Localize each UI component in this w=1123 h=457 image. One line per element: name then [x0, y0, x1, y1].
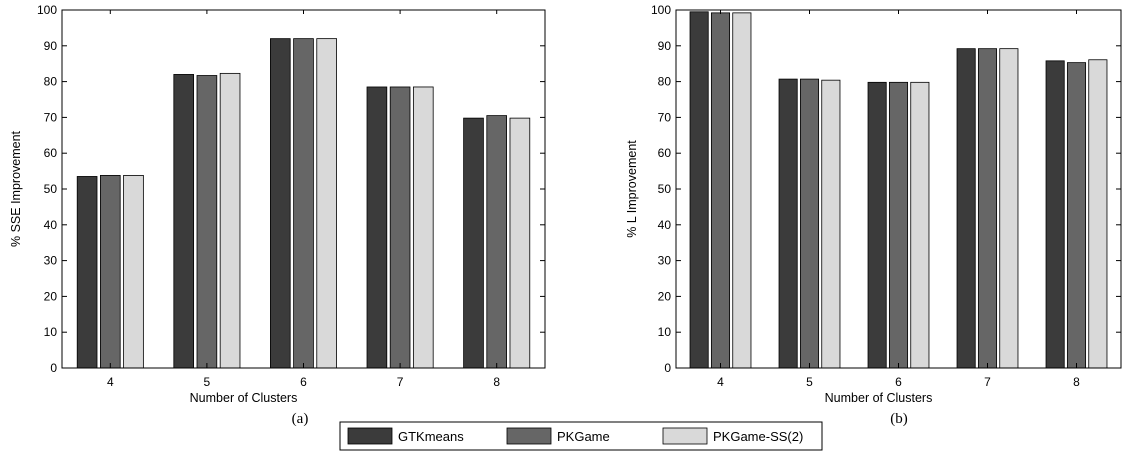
bar-gtkmeans-4	[689, 11, 709, 369]
bar-pkgame-4	[100, 174, 121, 369]
bar-pkgame-6	[293, 38, 314, 369]
bar-gtkmeans-8	[1045, 60, 1065, 369]
bar-pkgame-ss-2--7	[412, 86, 434, 369]
bar-pkgame-ss-2--5	[219, 72, 241, 369]
y-tick-label: 100	[651, 3, 671, 17]
x-tick-label: 5	[806, 375, 813, 389]
y-tick-label: 0	[50, 361, 57, 375]
bar-pkgame-7	[389, 86, 411, 369]
y-tick-label: 70	[44, 110, 58, 124]
x-tick-label: 7	[397, 375, 404, 389]
y-axis-label: % SSE Improvement	[9, 130, 23, 247]
y-tick-label: 100	[37, 3, 57, 17]
bar-pkgame-4	[710, 12, 731, 369]
bar-pkgame-ss-2--8	[509, 117, 531, 369]
chart-panel-a: 0 10 20 30 40 50 60 70 80 90 100 4 5 6 7 8 Number of Clu…	[9, 3, 546, 427]
bar-gtkmeans-7	[956, 48, 976, 369]
bar-pkgame-6	[888, 81, 909, 369]
x-tick-label: 4	[717, 375, 724, 389]
y-tick-label: 40	[44, 218, 58, 232]
y-tick-label: 10	[44, 325, 58, 339]
bar-pkgame-ss-2--6	[316, 38, 337, 369]
x-tick-label: 8	[493, 375, 500, 389]
y-tick-label: 60	[658, 146, 672, 160]
x-axis-label: Number of Clusters	[825, 391, 933, 405]
legend-label-pkgame-ss-2-: PKGame-SS(2)	[713, 429, 803, 444]
bar-pkgame-ss-2--4	[732, 12, 752, 369]
y-tick-label: 90	[44, 39, 58, 53]
bar-pkgame-5	[799, 78, 820, 369]
y-tick-label: 20	[658, 289, 672, 303]
x-tick-label: 8	[1073, 375, 1080, 389]
x-tick-label: 4	[107, 375, 114, 389]
x-tick-label: 7	[984, 375, 991, 389]
y-tick-label: 70	[658, 110, 672, 124]
legend: GTKmeans PKGame PKGame-SS(2)	[339, 421, 823, 451]
bar-gtkmeans-4	[76, 176, 98, 369]
y-axis-label: % L Improvement	[625, 140, 639, 238]
bar-gtkmeans-5	[778, 78, 798, 369]
y-tick-label: 40	[658, 218, 672, 232]
y-tick-label: 20	[44, 289, 58, 303]
bar-gtkmeans-8	[463, 117, 484, 369]
bar-pkgame-ss-2--8	[1088, 59, 1108, 369]
legend-swatch-gtkmeans	[347, 427, 393, 445]
x-tick-label: 5	[204, 375, 211, 389]
chart-panel-b: 0 10 20 30 40 50 60 70 80 90 100 4 5 6 7 8 Number of Clu…	[625, 3, 1122, 427]
bar-gtkmeans-7	[366, 86, 388, 369]
y-tick-label: 90	[658, 39, 672, 53]
legend-label-pkgame: PKGame	[557, 429, 610, 444]
bar-gtkmeans-6	[867, 81, 887, 369]
x-tick-label: 6	[300, 375, 307, 389]
y-tick-label: 80	[658, 75, 672, 89]
legend-label-gtkmeans: GTKmeans	[398, 429, 464, 444]
bar-pkgame-ss-2--7	[999, 48, 1019, 369]
bar-pkgame-8	[486, 115, 507, 369]
x-axis-label: Number of Clusters	[190, 391, 298, 405]
y-tick-label: 10	[658, 325, 672, 339]
bar-pkgame-ss-2--6	[910, 81, 930, 369]
y-tick-label: 50	[658, 182, 672, 196]
y-tick-label: 50	[44, 182, 58, 196]
y-tick-label: 0	[664, 361, 671, 375]
bar-pkgame-5	[196, 75, 218, 369]
panel-caption: (a)	[292, 411, 309, 427]
panel-caption: (b)	[890, 411, 908, 427]
y-tick-label: 60	[44, 146, 58, 160]
bar-pkgame-8	[1066, 62, 1087, 369]
bar-pkgame-ss-2--5	[821, 79, 841, 369]
legend-swatch-pkgame	[506, 427, 552, 445]
legend-frame	[339, 421, 823, 451]
y-tick-label: 30	[658, 254, 672, 268]
legend-swatch-pkgame-ss-2-	[662, 427, 708, 445]
bar-pkgame-ss-2--4	[123, 174, 144, 369]
y-tick-label: 30	[44, 254, 58, 268]
bar-gtkmeans-5	[173, 74, 195, 369]
bar-pkgame-7	[977, 48, 998, 369]
x-tick-label: 6	[895, 375, 902, 389]
y-tick-label: 80	[44, 75, 58, 89]
bar-gtkmeans-6	[270, 38, 291, 369]
